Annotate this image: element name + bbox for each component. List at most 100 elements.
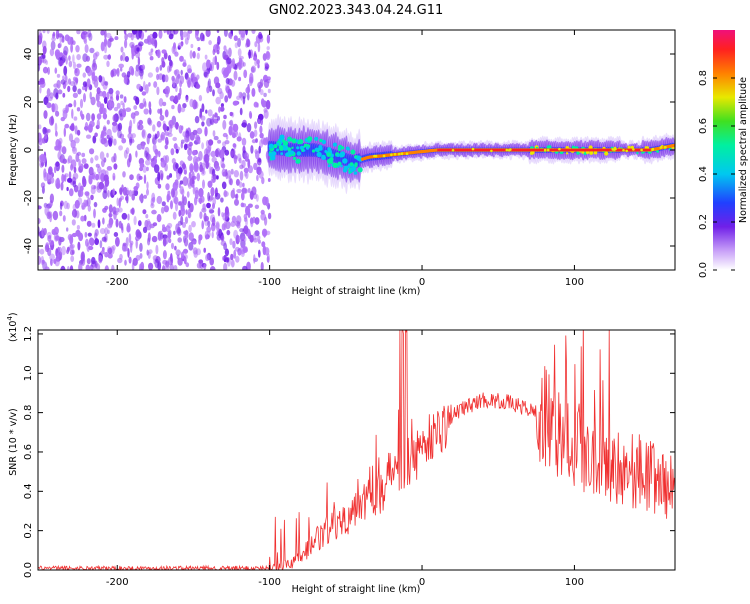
- noise-speck: [237, 37, 242, 48]
- noise-speck: [145, 84, 149, 94]
- noise-speck: [199, 164, 204, 173]
- noise-speck: [232, 100, 239, 106]
- noise-speck: [202, 203, 206, 211]
- noise-speck: [85, 112, 91, 122]
- noise-speck: [259, 139, 264, 148]
- ridge-patch: [339, 151, 346, 157]
- noise-speck: [95, 263, 101, 270]
- noise-speck: [75, 45, 80, 53]
- noise-speck: [119, 188, 123, 196]
- noise-speck: [232, 143, 237, 148]
- ridge-patch: [627, 145, 631, 149]
- noise-speck: [228, 47, 232, 58]
- x-tick-label: -100: [258, 577, 281, 588]
- noise-speck: [129, 174, 134, 181]
- noise-speck: [196, 172, 200, 182]
- ridge-patch: [530, 151, 534, 155]
- noise-speck: [184, 229, 189, 239]
- noise-speck: [185, 96, 189, 103]
- noise-speck: [179, 180, 184, 185]
- noise-speck: [113, 138, 117, 146]
- noise-speck: [254, 204, 260, 209]
- noise-speck: [241, 122, 247, 128]
- noise-speck: [254, 41, 258, 48]
- noise-speck: [216, 175, 219, 180]
- noise-speck: [110, 69, 115, 78]
- noise-speck: [100, 41, 105, 52]
- noise-speck: [141, 143, 145, 150]
- ridge-patch: [327, 147, 332, 151]
- ridge-speck: [382, 154, 386, 158]
- noise-speck: [66, 186, 69, 192]
- noise-speck: [264, 66, 269, 71]
- noise-speck: [230, 79, 236, 87]
- noise-speck: [264, 62, 269, 67]
- ridge-patch: [565, 152, 569, 155]
- noise-speck: [104, 81, 109, 86]
- noise-speck: [77, 88, 82, 95]
- noise-speck: [266, 79, 271, 84]
- ridge-patch: [324, 150, 328, 153]
- ridge-patch: [282, 146, 288, 151]
- y-tick-label: 0: [23, 147, 34, 153]
- noise-speck: [119, 94, 124, 99]
- noise-speck: [256, 174, 259, 182]
- noise-speck: [86, 134, 92, 139]
- noise-speck: [196, 262, 202, 269]
- noise-speck: [193, 161, 199, 172]
- noise-speck: [253, 101, 259, 108]
- ridge-patch: [343, 165, 349, 171]
- noise-speck: [48, 166, 53, 175]
- noise-speck: [46, 30, 50, 34]
- noise-speck: [177, 103, 182, 114]
- noise-speck: [84, 191, 90, 197]
- noise-speck: [158, 30, 163, 39]
- noise-speck: [54, 235, 60, 241]
- ridge-patch: [342, 160, 346, 163]
- ridge-speck: [374, 154, 378, 158]
- noise-speck: [94, 238, 99, 246]
- noise-speck: [263, 92, 267, 98]
- noise-speck: [216, 49, 220, 55]
- noise-speck: [223, 73, 228, 79]
- noise-speck: [206, 117, 212, 127]
- noise-speck: [262, 245, 267, 256]
- noise-speck: [59, 210, 63, 217]
- noise-speck: [262, 137, 269, 146]
- colorbar-tick-label: 0.6: [698, 118, 709, 134]
- noise-speck: [151, 235, 158, 243]
- ridge-patch: [326, 152, 332, 158]
- noise-speck: [208, 207, 214, 215]
- noise-speck: [87, 205, 92, 212]
- ridge-patch: [295, 158, 301, 164]
- ridge-patch: [295, 139, 299, 143]
- noise-speck: [99, 135, 105, 144]
- noise-speck: [63, 65, 68, 76]
- noise-speck: [139, 195, 143, 202]
- noise-speck: [161, 201, 166, 207]
- noise-speck: [120, 67, 123, 72]
- noise-speck: [124, 259, 127, 266]
- noise-speck: [60, 265, 66, 270]
- noise-speck: [169, 124, 173, 135]
- noise-speck: [209, 266, 216, 270]
- noise-speck: [247, 187, 251, 194]
- noise-speck: [215, 45, 221, 52]
- noise-speck: [164, 109, 169, 118]
- noise-speck: [259, 125, 263, 134]
- noise-speck: [76, 225, 80, 230]
- noise-speck: [223, 114, 227, 120]
- noise-speck: [38, 137, 43, 146]
- noise-speck: [254, 217, 260, 225]
- noise-speck: [175, 202, 178, 212]
- noise-speck: [228, 121, 232, 126]
- noise-speck: [238, 76, 242, 82]
- noise-speck: [145, 159, 151, 166]
- snr-scale-exponent: 4: [6, 316, 14, 321]
- noise-speck: [102, 90, 107, 98]
- noise-speck: [247, 210, 251, 218]
- noise-speck: [205, 146, 211, 154]
- noise-speck: [76, 63, 82, 68]
- ridge-speck: [632, 148, 635, 151]
